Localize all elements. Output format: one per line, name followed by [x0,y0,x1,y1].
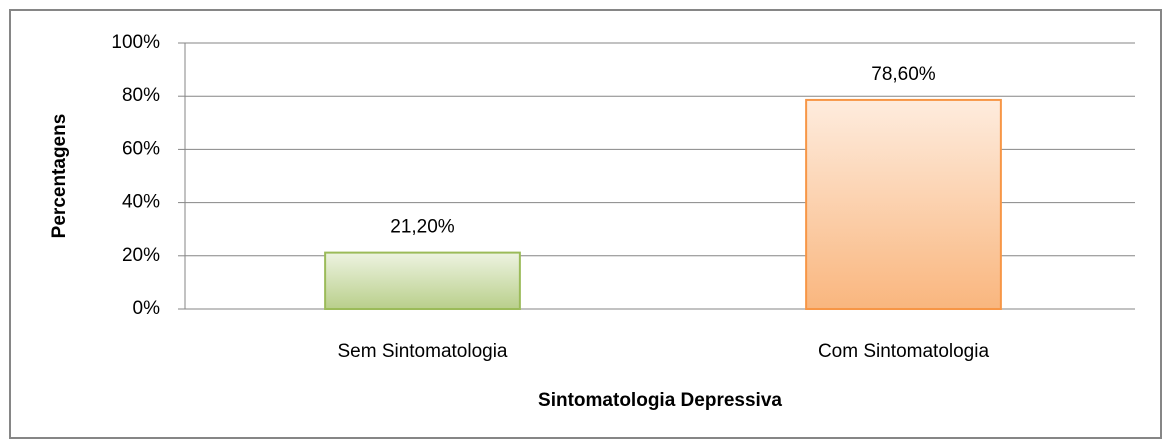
y-tick-label: 40% [122,192,160,213]
y-tick-label: 0% [133,298,161,319]
y-tick-label: 80% [122,85,160,106]
bar [324,251,521,310]
x-axis-title: Sintomatologia Depressiva [538,390,782,411]
x-tick-label: Com Sintomatologia [818,341,990,362]
y-tick-label: 100% [111,32,160,53]
y-axis-title: Percentagens [49,114,70,239]
x-tick-label: Sem Sintomatologia [337,341,507,362]
bar [805,98,1002,311]
y-tick-label: 20% [122,245,160,266]
data-label: 78,60% [871,64,936,85]
data-label: 21,20% [390,217,455,238]
y-tick-label: 60% [122,138,160,159]
